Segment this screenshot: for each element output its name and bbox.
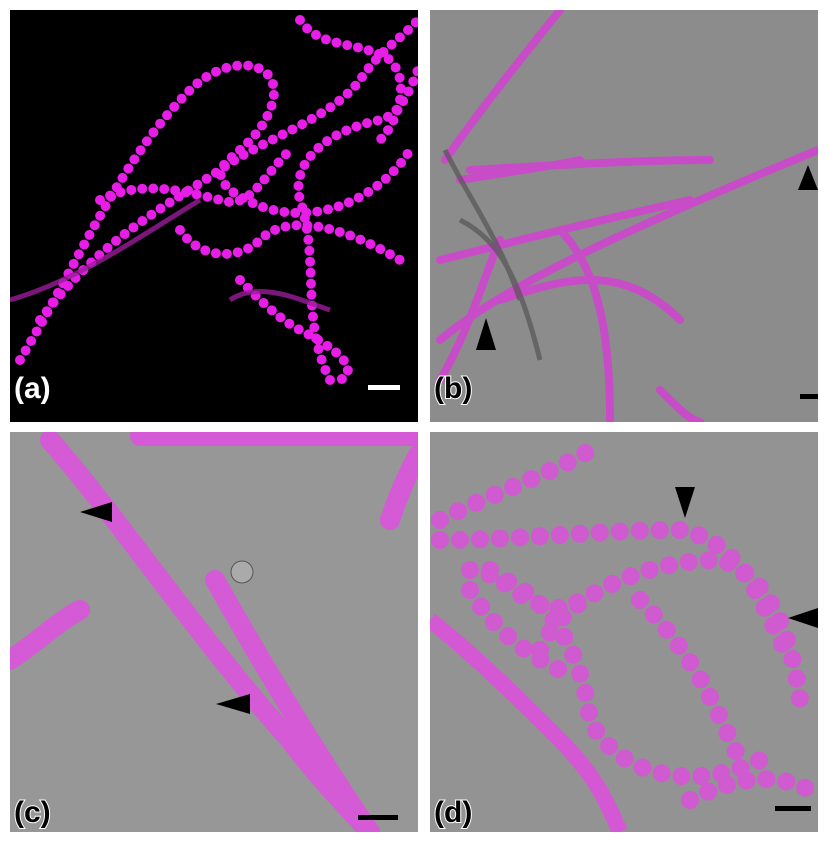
- scale-bar: [800, 394, 818, 399]
- panel-label: (a): [14, 372, 51, 405]
- panel-a: (a): [10, 10, 418, 422]
- figure: (a) (b): [0, 0, 828, 842]
- panel-label: (d): [434, 796, 472, 829]
- cell: [231, 561, 253, 583]
- panel-background: [10, 432, 418, 832]
- scale-bar: [775, 806, 811, 811]
- scale-bar: [358, 815, 398, 820]
- page: (a) (b): [0, 0, 828, 842]
- panel-label: (b): [434, 372, 472, 405]
- panel-d: (d): [430, 432, 818, 832]
- panel-b: (b): [430, 10, 818, 422]
- scale-bar: [368, 385, 400, 390]
- panel-c: (c): [10, 432, 418, 832]
- panel-label: (c): [14, 796, 51, 829]
